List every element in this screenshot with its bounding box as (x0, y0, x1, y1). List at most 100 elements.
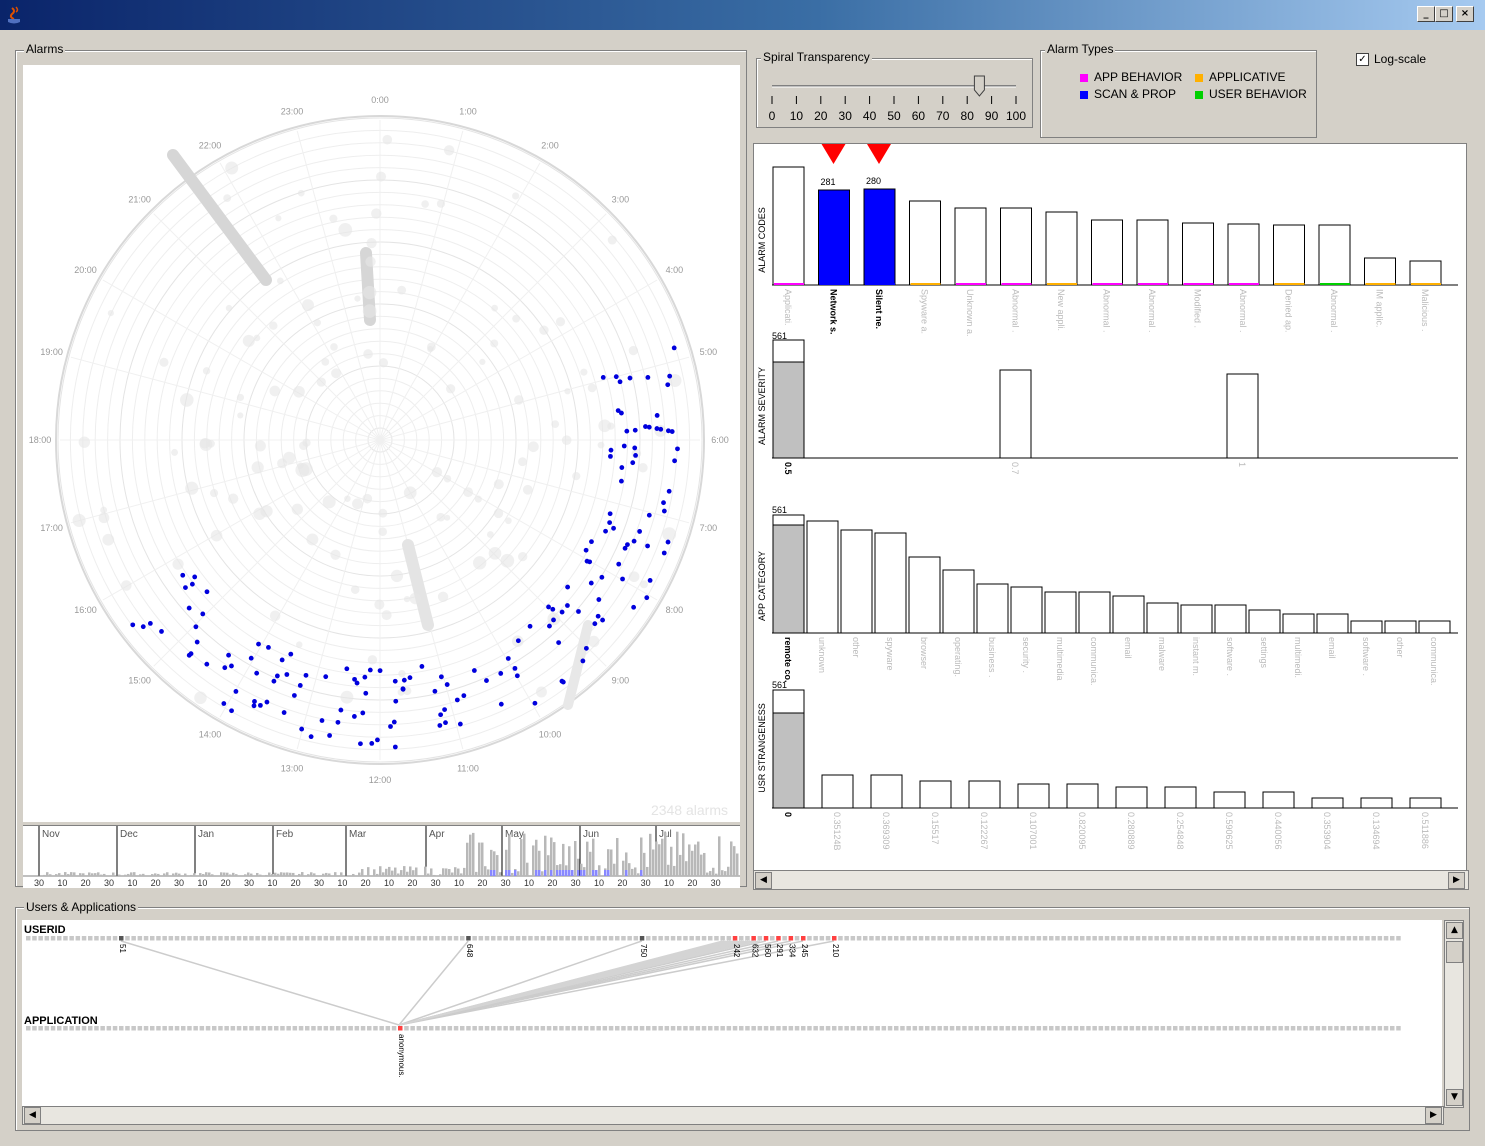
application-node[interactable] (931, 1026, 936, 1031)
user-node[interactable] (360, 936, 366, 941)
application-node[interactable] (280, 1026, 285, 1031)
alarm-dot[interactable] (204, 661, 210, 667)
alarm-dot[interactable] (256, 641, 261, 647)
user-node[interactable] (726, 936, 732, 941)
user-node[interactable] (286, 936, 291, 941)
alarm-dot[interactable] (233, 689, 239, 694)
application-node[interactable] (478, 1026, 484, 1031)
alarm-dot[interactable] (327, 733, 332, 738)
user-node[interactable] (1173, 936, 1178, 941)
application-node[interactable] (801, 1026, 806, 1031)
application-node[interactable] (1340, 1026, 1345, 1031)
application-node[interactable] (205, 1026, 211, 1031)
application-node[interactable] (1061, 1026, 1066, 1031)
application-node[interactable] (522, 1026, 527, 1031)
user-node[interactable] (478, 936, 484, 941)
alarm-code-bar[interactable] (1318, 224, 1351, 286)
alarm-dot[interactable] (631, 538, 637, 544)
alarm-dot[interactable] (647, 577, 653, 583)
user-node[interactable] (956, 936, 961, 941)
user-node[interactable] (354, 936, 360, 941)
app-category-bar[interactable] (1044, 591, 1077, 634)
alarm-dot[interactable] (620, 576, 625, 582)
alarm-dot[interactable] (279, 657, 285, 663)
alarm-dot[interactable] (319, 718, 325, 723)
user-node[interactable] (131, 936, 136, 941)
user-node[interactable] (1383, 936, 1389, 941)
application-node[interactable] (869, 1026, 874, 1031)
alarm-dot[interactable] (565, 584, 571, 590)
application-node[interactable] (776, 1026, 781, 1031)
application-node[interactable] (1278, 1026, 1283, 1031)
application-node[interactable] (596, 1026, 601, 1031)
alarm-dot[interactable] (633, 453, 638, 458)
application-node[interactable] (112, 1026, 118, 1031)
application-node[interactable] (875, 1026, 880, 1031)
alarm-code-bar[interactable] (1273, 224, 1305, 286)
user-node[interactable] (1266, 936, 1271, 941)
application-node[interactable] (590, 1026, 595, 1031)
application-node[interactable] (832, 1026, 837, 1031)
application-node[interactable] (763, 1026, 769, 1031)
application-node[interactable] (980, 1026, 986, 1031)
user-node[interactable] (801, 936, 806, 941)
user-node[interactable] (596, 936, 601, 941)
application-node[interactable] (1359, 1026, 1364, 1031)
alarm-dot[interactable] (323, 674, 329, 680)
alarm-dot[interactable] (204, 589, 210, 595)
user-node[interactable] (1005, 936, 1011, 941)
alarm-dot[interactable] (632, 445, 638, 451)
alarm-dot[interactable] (308, 734, 314, 740)
alarm-dot[interactable] (619, 410, 624, 416)
slider-thumb[interactable] (973, 75, 985, 97)
application-node[interactable] (553, 1026, 558, 1031)
application-node[interactable] (782, 1026, 787, 1031)
application-node[interactable] (181, 1026, 186, 1031)
application-node[interactable] (1297, 1026, 1302, 1031)
application-node[interactable] (336, 1026, 341, 1031)
user-node[interactable] (782, 936, 787, 941)
alarm-dot[interactable] (611, 525, 616, 531)
alarm-dot[interactable] (621, 443, 627, 449)
user-node[interactable] (788, 936, 794, 941)
application-node[interactable] (844, 1026, 849, 1031)
user-node[interactable] (292, 936, 298, 941)
user-node[interactable] (887, 936, 893, 941)
application-node[interactable] (1241, 1026, 1246, 1031)
alarm-dot[interactable] (547, 623, 552, 629)
alarm-dot[interactable] (444, 682, 450, 687)
application-node[interactable] (1117, 1026, 1122, 1031)
user-node[interactable] (1123, 936, 1128, 941)
alarm-dot[interactable] (266, 644, 271, 650)
alarm-dot[interactable] (400, 686, 406, 692)
application-node[interactable] (57, 1026, 62, 1031)
application-node[interactable] (559, 1026, 564, 1031)
alarm-dot[interactable] (377, 668, 383, 674)
transparency-slider[interactable]: 0 10 20 30 40 50 60 70 80 90 100 (760, 70, 1028, 126)
application-node[interactable] (1396, 1026, 1401, 1031)
application-node[interactable] (106, 1026, 112, 1031)
alarm-code-bar[interactable] (1091, 219, 1123, 286)
application-node[interactable] (422, 1026, 428, 1031)
user-node[interactable] (280, 936, 285, 941)
application-node[interactable] (794, 1026, 800, 1031)
alarm-dot[interactable] (159, 629, 164, 634)
application-node[interactable] (881, 1026, 887, 1031)
maximize-button[interactable]: □ (1435, 6, 1453, 22)
application-node[interactable] (119, 1026, 124, 1031)
user-node[interactable] (230, 936, 236, 941)
user-node[interactable] (528, 936, 533, 941)
strangeness-bar[interactable] (1017, 783, 1050, 809)
application-node[interactable] (1129, 1026, 1135, 1031)
alarm-dot[interactable] (351, 714, 357, 719)
application-node[interactable] (32, 1026, 37, 1031)
user-node[interactable] (1018, 936, 1023, 941)
application-node[interactable] (732, 1026, 738, 1031)
user-node[interactable] (1129, 936, 1135, 941)
user-node[interactable] (540, 936, 546, 941)
application-node[interactable] (137, 1026, 143, 1031)
strangeness-bar[interactable] (870, 774, 903, 809)
user-node[interactable] (125, 936, 130, 941)
user-node[interactable] (1036, 936, 1042, 941)
application-node[interactable] (1179, 1026, 1184, 1031)
